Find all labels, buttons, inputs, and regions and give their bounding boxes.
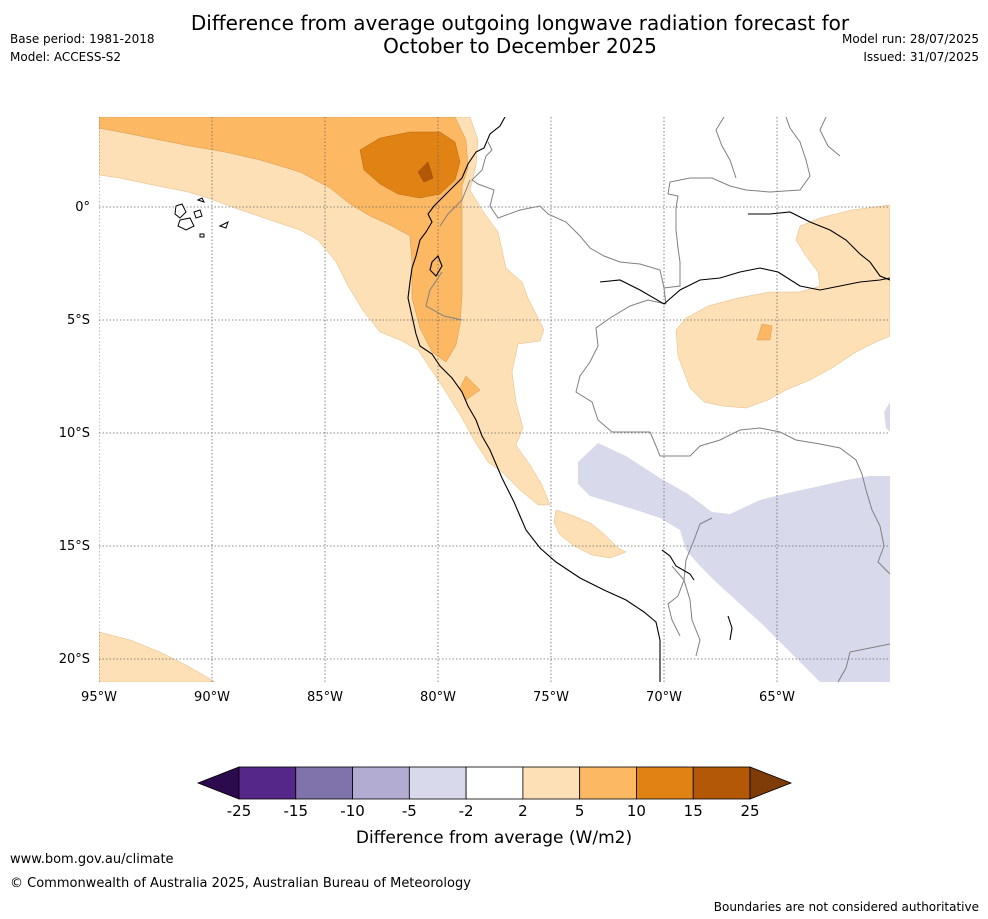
lat-label-0: 0° xyxy=(75,200,90,215)
lon-label-75w: 75°W xyxy=(533,690,569,705)
colorbar-title: Difference from average (W/m2) xyxy=(356,828,632,848)
lon-label-90w: 90°W xyxy=(194,690,230,705)
colorbar-segment xyxy=(692,766,751,800)
lon-label-85w: 85°W xyxy=(307,690,343,705)
graticule xyxy=(99,117,890,682)
latitude-labels: 0° 5°S 10°S 15°S 20°S xyxy=(59,200,90,667)
anomaly-10-15 xyxy=(359,131,461,199)
colorbar-segment xyxy=(636,766,694,800)
colorbar-arrow-right xyxy=(749,766,793,800)
colorbar: -25 -15 -10 -5 -2 2 5 10 15 25 xyxy=(196,766,793,820)
anomaly-2-5-east xyxy=(675,204,890,409)
lat-label-15s: 15°S xyxy=(59,539,90,554)
longitude-labels: 95°W 90°W 85°W 80°W 75°W 70°W 65°W xyxy=(81,690,795,705)
issued-date: Issued: 31/07/2025 xyxy=(863,50,979,64)
coastline xyxy=(407,117,890,682)
lon-label-95w: 95°W xyxy=(81,690,117,705)
title-line-1: Difference from average outgoing longwav… xyxy=(190,11,850,35)
colorbar-tick-label: 2 xyxy=(518,802,528,820)
chart-title: Difference from average outgoing longwav… xyxy=(140,12,900,58)
colorbar-tick-label: 15 xyxy=(684,802,703,820)
colorbar-segment xyxy=(352,766,410,800)
lon-label-70w: 70°W xyxy=(646,690,682,705)
model-run: Model run: 28/07/2025 xyxy=(841,32,979,46)
colorbar-tick-label: -5 xyxy=(402,802,417,820)
map-area xyxy=(99,117,890,682)
lat-label-5s: 5°S xyxy=(67,313,90,328)
colorbar-arrow-left xyxy=(196,766,240,800)
footer-copyright: © Commonwealth of Australia 2025, Austra… xyxy=(10,876,471,891)
lon-label-65w: 65°W xyxy=(759,690,795,705)
footer-url[interactable]: www.bom.gov.au/climate xyxy=(10,852,174,867)
meta-left: Base period: 1981-2018 Model: ACCESS-S2 xyxy=(10,32,155,68)
lat-label-10s: 10°S xyxy=(59,426,90,441)
anomaly-5-10-east xyxy=(756,323,773,341)
anomaly-neg-5-2-east xyxy=(884,402,890,432)
colorbar-tick-label: 25 xyxy=(740,802,759,820)
colorbar-tick-label: -10 xyxy=(340,802,365,820)
anomaly-2-5-southwest xyxy=(99,631,216,682)
colorbar-segment xyxy=(465,766,524,800)
colorbar-tick-label: -25 xyxy=(227,802,252,820)
colorbar-segment xyxy=(522,766,581,800)
colorbar-tick-label: 10 xyxy=(627,802,646,820)
colorbar-segment xyxy=(408,766,467,800)
lat-label-20s: 20°S xyxy=(59,652,90,667)
colorbar-segment xyxy=(579,766,637,800)
model-name: Model: ACCESS-S2 xyxy=(10,50,122,64)
colorbar-tick-label: 5 xyxy=(575,802,585,820)
colorbar-tick-label: -15 xyxy=(284,802,309,820)
meta-right: Model run: 28/07/2025 Issued: 31/07/2025 xyxy=(842,32,979,68)
lon-label-80w: 80°W xyxy=(420,690,456,705)
colorbar-segment xyxy=(238,766,297,800)
anomaly-15-25 xyxy=(417,161,434,183)
galapagos-islands xyxy=(174,197,229,238)
country-boundaries xyxy=(425,117,890,682)
anomaly-neg-5-2 xyxy=(578,443,890,682)
footer-disclaimer: Boundaries are not considered authoritat… xyxy=(713,900,979,914)
title-line-2: October to December 2025 xyxy=(383,34,657,58)
colorbar-tick-label: -2 xyxy=(459,802,474,820)
base-period: Base period: 1981-2018 xyxy=(10,32,155,46)
colorbar-segment xyxy=(295,766,353,800)
